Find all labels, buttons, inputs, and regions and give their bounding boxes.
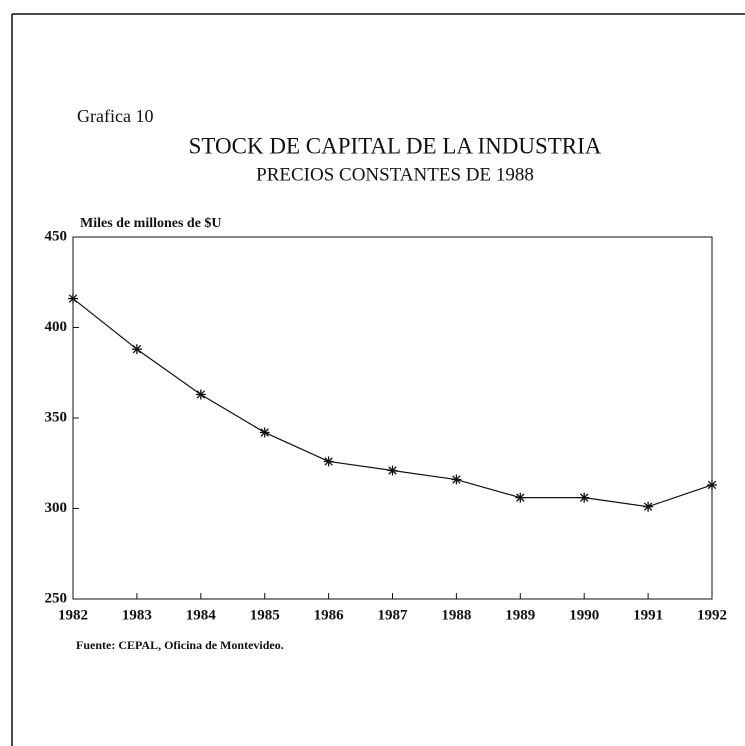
marker-stroke: [260, 428, 269, 437]
marker: [451, 474, 462, 485]
marker: [579, 492, 590, 503]
marker-stroke: [324, 457, 333, 466]
x-tick-label: 1984: [186, 607, 217, 623]
x-tick-label: 1982: [58, 607, 88, 623]
x-tick-label: 1987: [378, 607, 409, 623]
x-tick-label: 1983: [122, 607, 152, 623]
plot-frame: [72, 236, 713, 600]
y-tick-label: 450: [45, 228, 68, 244]
marker-stroke: [68, 294, 78, 303]
y-tick-label: 350: [45, 409, 68, 425]
marker-stroke: [452, 475, 461, 484]
marker-stroke: [707, 480, 717, 490]
y-tick-label: 400: [45, 319, 68, 335]
marker-stroke: [643, 502, 653, 511]
chart-title: STOCK DE CAPITAL DE LA INDUSTRIA: [189, 133, 602, 158]
marker-stroke: [516, 493, 525, 502]
x-tick-label: 1985: [250, 607, 280, 623]
marker-stroke: [132, 345, 142, 354]
y-axis-label: Miles de millones de $U: [80, 216, 222, 231]
marker: [68, 293, 78, 304]
y-tick-label: 250: [45, 590, 68, 606]
marker: [707, 479, 717, 490]
marker: [387, 465, 398, 476]
chart-subtitle: PRECIOS CONSTANTES DE 1988: [256, 164, 534, 185]
y-tick-label: 300: [45, 500, 68, 516]
marker: [131, 344, 142, 355]
x-tick-label: 1988: [441, 607, 471, 623]
marker: [195, 389, 206, 400]
marker: [323, 456, 334, 467]
x-tick-label: 1989: [505, 607, 535, 623]
x-tick-label: 1991: [633, 607, 663, 623]
chart-label: Grafica 10: [77, 106, 153, 126]
source: Fuente: CEPAL, Oficina de Montevideo.: [76, 638, 284, 652]
marker-stroke: [196, 390, 206, 399]
marker: [259, 427, 270, 438]
x-tick-label: 1990: [569, 607, 599, 623]
marker-stroke: [388, 466, 397, 475]
x-tick-label: 1986: [314, 607, 345, 623]
marker: [515, 492, 526, 503]
marker: [643, 501, 654, 512]
marker-stroke: [579, 493, 589, 502]
x-tick-label: 1992: [697, 607, 727, 623]
